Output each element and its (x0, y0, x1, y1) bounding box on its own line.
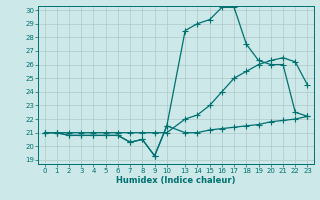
X-axis label: Humidex (Indice chaleur): Humidex (Indice chaleur) (116, 176, 236, 185)
